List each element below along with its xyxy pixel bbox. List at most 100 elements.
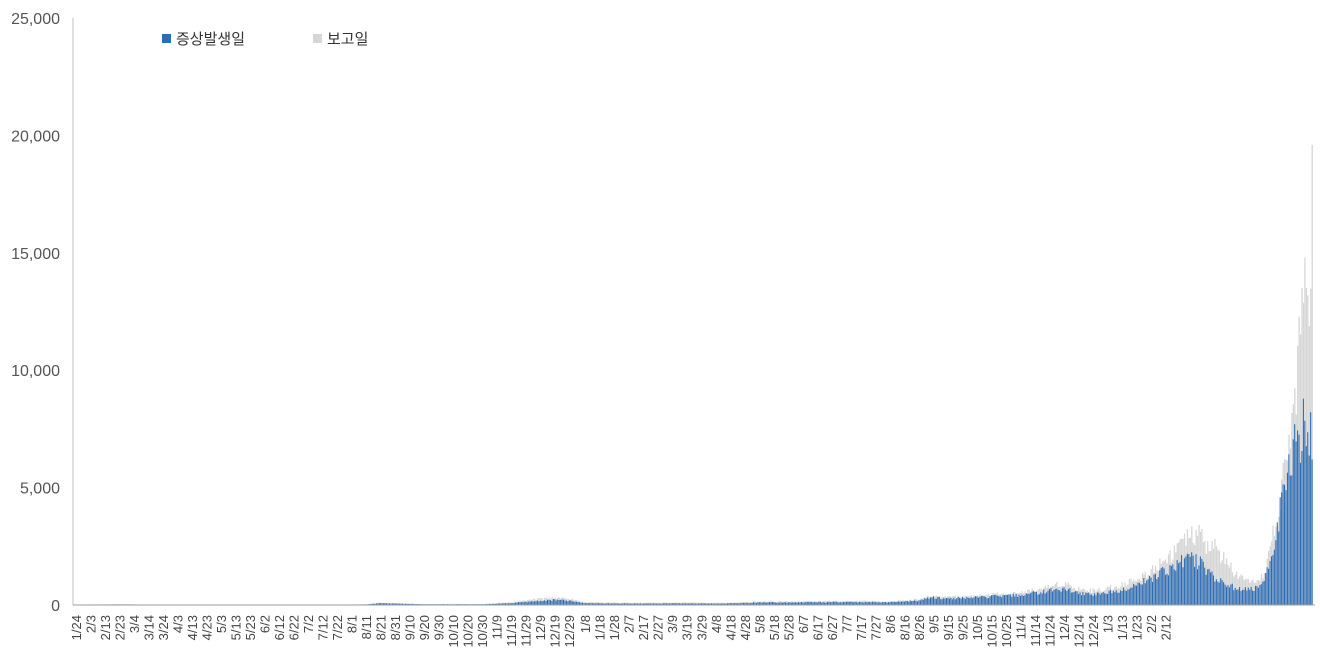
bar	[654, 603, 656, 605]
bar	[1308, 455, 1310, 605]
bar	[615, 603, 617, 605]
bar	[798, 602, 800, 605]
bar	[677, 603, 679, 605]
bar	[1297, 430, 1299, 605]
bar	[758, 602, 760, 605]
bar	[583, 603, 585, 605]
bar	[509, 603, 511, 605]
bar	[808, 602, 810, 605]
bar	[407, 603, 409, 605]
x-tick-label: 4/18	[723, 615, 738, 640]
bar	[838, 602, 840, 605]
bar	[629, 603, 631, 605]
bar	[1133, 583, 1135, 605]
x-tick-label: 12/4	[1057, 615, 1072, 640]
bar	[1291, 475, 1293, 605]
bar	[551, 600, 553, 605]
bar	[404, 603, 406, 605]
bar	[526, 602, 528, 605]
bar	[1051, 591, 1053, 605]
x-tick-label: 6/7	[796, 615, 811, 633]
x-tick-label: 1/18	[593, 615, 608, 640]
bar	[1054, 589, 1056, 605]
bar	[1075, 591, 1077, 605]
x-tick-label: 2/27	[651, 615, 666, 640]
bar	[496, 603, 498, 605]
bar	[377, 603, 379, 605]
bar	[741, 602, 743, 605]
x-tick-label: 12/9	[533, 615, 548, 640]
bar	[1006, 594, 1008, 605]
bar	[568, 600, 570, 605]
bar	[609, 603, 611, 605]
bar	[1047, 590, 1049, 605]
x-tick-label: 3/4	[127, 615, 142, 633]
x-tick-label: 8/31	[388, 615, 403, 640]
bar	[1130, 587, 1132, 605]
bar	[1063, 587, 1065, 605]
x-tick-label: 6/12	[272, 615, 287, 640]
bar	[850, 601, 852, 605]
bar	[1034, 591, 1036, 605]
bar	[1040, 592, 1042, 605]
bar	[1218, 582, 1220, 605]
bar	[1286, 472, 1288, 605]
bar	[520, 602, 523, 605]
bar	[650, 603, 652, 605]
bar	[744, 602, 746, 605]
bar	[1257, 587, 1259, 605]
x-tick-label: 1/23	[1130, 615, 1145, 640]
legend: 증상발생일 보고일	[162, 30, 368, 48]
bar	[885, 602, 887, 605]
bar	[606, 603, 608, 605]
bar	[549, 600, 552, 605]
bar	[1276, 522, 1278, 605]
bar	[1122, 587, 1125, 605]
bar	[719, 603, 721, 605]
bar	[386, 603, 388, 605]
bar	[945, 598, 948, 605]
bar	[1093, 593, 1096, 605]
bar	[1186, 553, 1188, 605]
bar	[625, 603, 627, 605]
bar	[1218, 550, 1221, 605]
bar	[1067, 589, 1069, 605]
bar	[651, 603, 653, 605]
bar	[1228, 567, 1231, 605]
bar	[1076, 591, 1078, 605]
bar	[1089, 594, 1091, 605]
bar	[1272, 555, 1274, 605]
bar	[1024, 595, 1026, 605]
bar	[1270, 556, 1273, 605]
bar	[538, 598, 540, 605]
bar	[584, 603, 586, 605]
bar	[1143, 577, 1145, 605]
bar	[1268, 568, 1270, 605]
bar	[925, 598, 927, 605]
bar	[909, 600, 911, 605]
y-tick-label: 5,000	[20, 481, 60, 498]
bar	[861, 602, 863, 605]
bar	[380, 602, 382, 605]
bar	[1062, 588, 1064, 605]
bar	[1073, 592, 1075, 605]
bar	[1233, 590, 1235, 605]
bar	[1030, 592, 1032, 605]
bar	[915, 601, 917, 605]
bar	[502, 603, 504, 605]
bar	[782, 602, 784, 605]
bar	[522, 601, 524, 605]
bar	[870, 602, 872, 605]
bar	[1230, 562, 1232, 605]
x-tick-label: 8/26	[912, 615, 927, 640]
bar	[1214, 581, 1216, 605]
y-axis-ticks: 0 5,000 10,000 15,000 20,000 25,000	[11, 11, 60, 615]
bar	[1302, 398, 1304, 605]
bar	[592, 603, 594, 605]
bar	[893, 601, 895, 605]
bar	[950, 597, 952, 605]
bar	[1244, 587, 1246, 605]
bar	[660, 603, 662, 605]
bar	[927, 597, 929, 605]
bar	[1134, 585, 1136, 605]
